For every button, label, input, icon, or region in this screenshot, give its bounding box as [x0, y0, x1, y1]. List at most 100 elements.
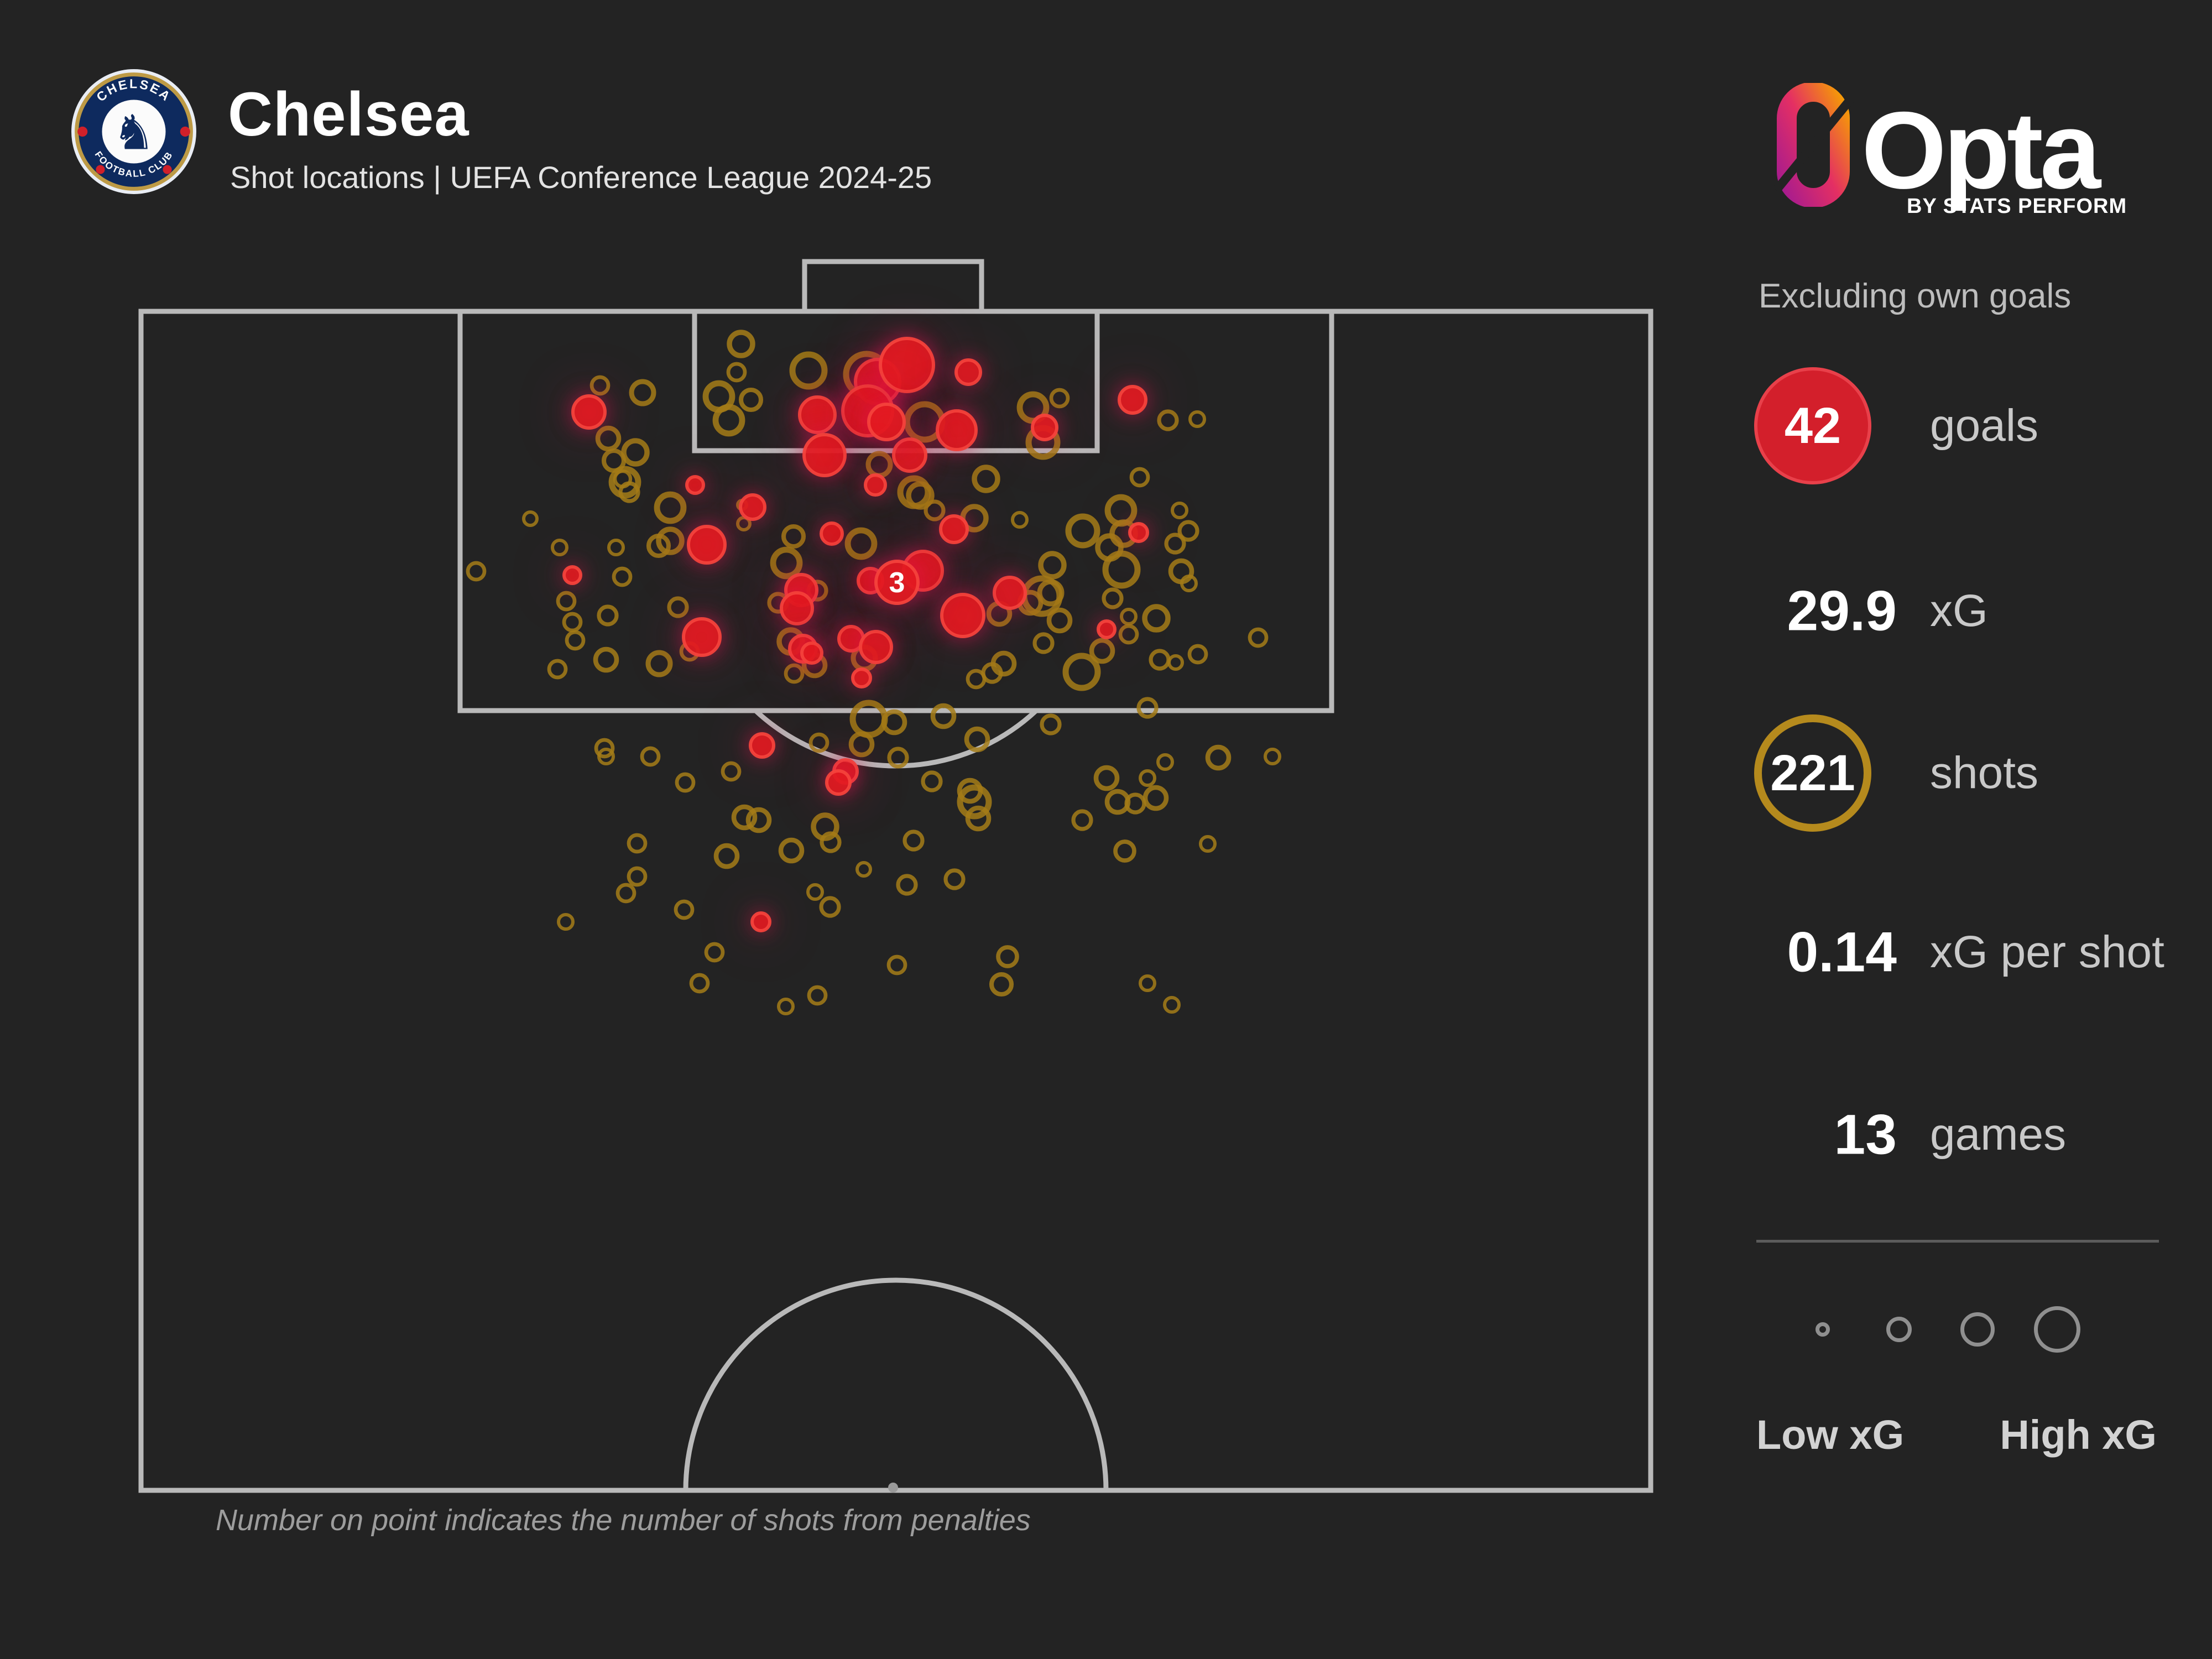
shot-marker: [1139, 974, 1156, 992]
goal-marker: [892, 437, 927, 473]
shot-marker: [965, 805, 992, 832]
opta-logo-icon: [1772, 83, 1854, 207]
shot-marker: [562, 612, 583, 633]
shot-marker: [1136, 697, 1159, 719]
shot-marker: [615, 883, 637, 904]
badge-rose-left: [77, 126, 88, 137]
shot-marker: [896, 874, 918, 896]
shot-marker: [627, 833, 648, 854]
stat-goals-disc: 42: [1754, 367, 1871, 484]
shot-marker: [989, 972, 1014, 997]
shot-marker: [466, 561, 487, 582]
shot-marker: [865, 451, 893, 478]
shot-marker: [806, 883, 824, 901]
stat-xgpershot-value: 0.14: [1787, 920, 1897, 984]
shot-marker: [849, 700, 888, 738]
shot-marker: [674, 899, 695, 920]
goal-frame: [802, 259, 984, 314]
shot-marker: [808, 732, 830, 753]
shot-marker: [745, 807, 772, 833]
shot-marker: [844, 527, 878, 560]
shot-marker: [1171, 502, 1188, 519]
shot-marker: [819, 896, 841, 918]
goal-marker: [879, 337, 935, 393]
centre-spot: [888, 1483, 898, 1493]
shot-marker: [629, 379, 656, 406]
legend-size-ring-2: [1886, 1317, 1912, 1342]
goal-marker: [1097, 619, 1117, 639]
goal-marker: [940, 593, 985, 638]
legend-size-ring-4: [2034, 1306, 2080, 1353]
stat-games-label: games: [1930, 1109, 2067, 1160]
shot-marker: [593, 646, 619, 673]
shot-marker: [1071, 809, 1093, 831]
shot-marker: [820, 831, 842, 853]
goal-marker: [682, 617, 722, 657]
shot-marker: [726, 362, 747, 383]
shot-marker: [784, 663, 805, 684]
goal-marker: [798, 395, 837, 434]
legend-high-label: High xG: [2000, 1412, 2157, 1458]
shot-marker: [906, 481, 935, 510]
shot-marker: [713, 843, 740, 869]
lion-icon: ♞: [112, 105, 155, 160]
stat-goals-value: 42: [1784, 397, 1841, 454]
shot-marker: [646, 533, 671, 559]
stat-xgpershot-label: xG per shot: [1930, 927, 2164, 977]
club-badge: ♞ CHELSEA FOOTBALL CLUB: [71, 69, 196, 194]
shot-marker: [565, 630, 586, 651]
goal-marker: [1118, 385, 1147, 415]
page-subtitle: Shot locations | UEFA Conference League …: [230, 160, 932, 195]
goal-marker: [954, 358, 982, 386]
legend-low-label: Low xG: [1756, 1412, 1905, 1458]
goal-marker: [820, 521, 844, 546]
shot-marker: [667, 596, 689, 618]
shot-marker: [738, 387, 764, 413]
panel-note: Excluding own goals: [1759, 277, 2072, 315]
goal-marker: [825, 769, 852, 796]
shot-marker: [943, 868, 966, 890]
stat-games-value: 13: [1834, 1103, 1897, 1166]
shot-marker: [1129, 467, 1150, 488]
shot-marker: [972, 465, 1000, 493]
shot-marker: [855, 861, 872, 878]
shot-marker: [778, 837, 805, 864]
goal-marker: [936, 409, 978, 451]
goal-marker: [1128, 522, 1149, 543]
shot-marker: [1180, 575, 1198, 592]
shot-marker: [1187, 644, 1208, 665]
footnote: Number on point indicates the number of …: [216, 1504, 1031, 1537]
shot-marker: [1062, 653, 1101, 691]
legend-size-ring-1: [1815, 1322, 1830, 1337]
shot-marker: [1168, 558, 1194, 585]
shot-marker: [902, 830, 925, 852]
goal-marker: [562, 565, 582, 585]
shot-marker: [1065, 513, 1100, 549]
goal-marker: [780, 591, 814, 625]
shot-marker: [621, 438, 650, 467]
opta-wordmark: Opta: [1861, 89, 2101, 211]
goal-marker: [749, 732, 775, 759]
stat-xg-value: 29.9: [1787, 579, 1897, 643]
shot-marker: [1093, 765, 1120, 791]
goal-marker: [739, 493, 766, 521]
stat-shots-label: shots: [1930, 748, 2038, 798]
shot-marker: [597, 748, 615, 765]
shot-marker: [607, 539, 625, 556]
badge-rose-right: [180, 126, 190, 137]
badge-center: [102, 100, 166, 164]
shot-marker: [1040, 713, 1062, 735]
goal-marker: [939, 514, 969, 544]
goal-marker: [851, 667, 872, 688]
shot-marker: [1120, 608, 1138, 625]
goal-marker: [864, 473, 887, 497]
opta-tagline: BY STATS PERFORM: [1907, 195, 2127, 218]
shot-marker: [807, 985, 828, 1006]
shot-marker: [1142, 785, 1169, 811]
stat-goals-label: goals: [1930, 400, 2039, 451]
goal-marker: [571, 394, 607, 430]
shot-marker: [781, 524, 806, 549]
shot-marker: [1157, 409, 1179, 431]
shot-marker: [1177, 520, 1199, 542]
